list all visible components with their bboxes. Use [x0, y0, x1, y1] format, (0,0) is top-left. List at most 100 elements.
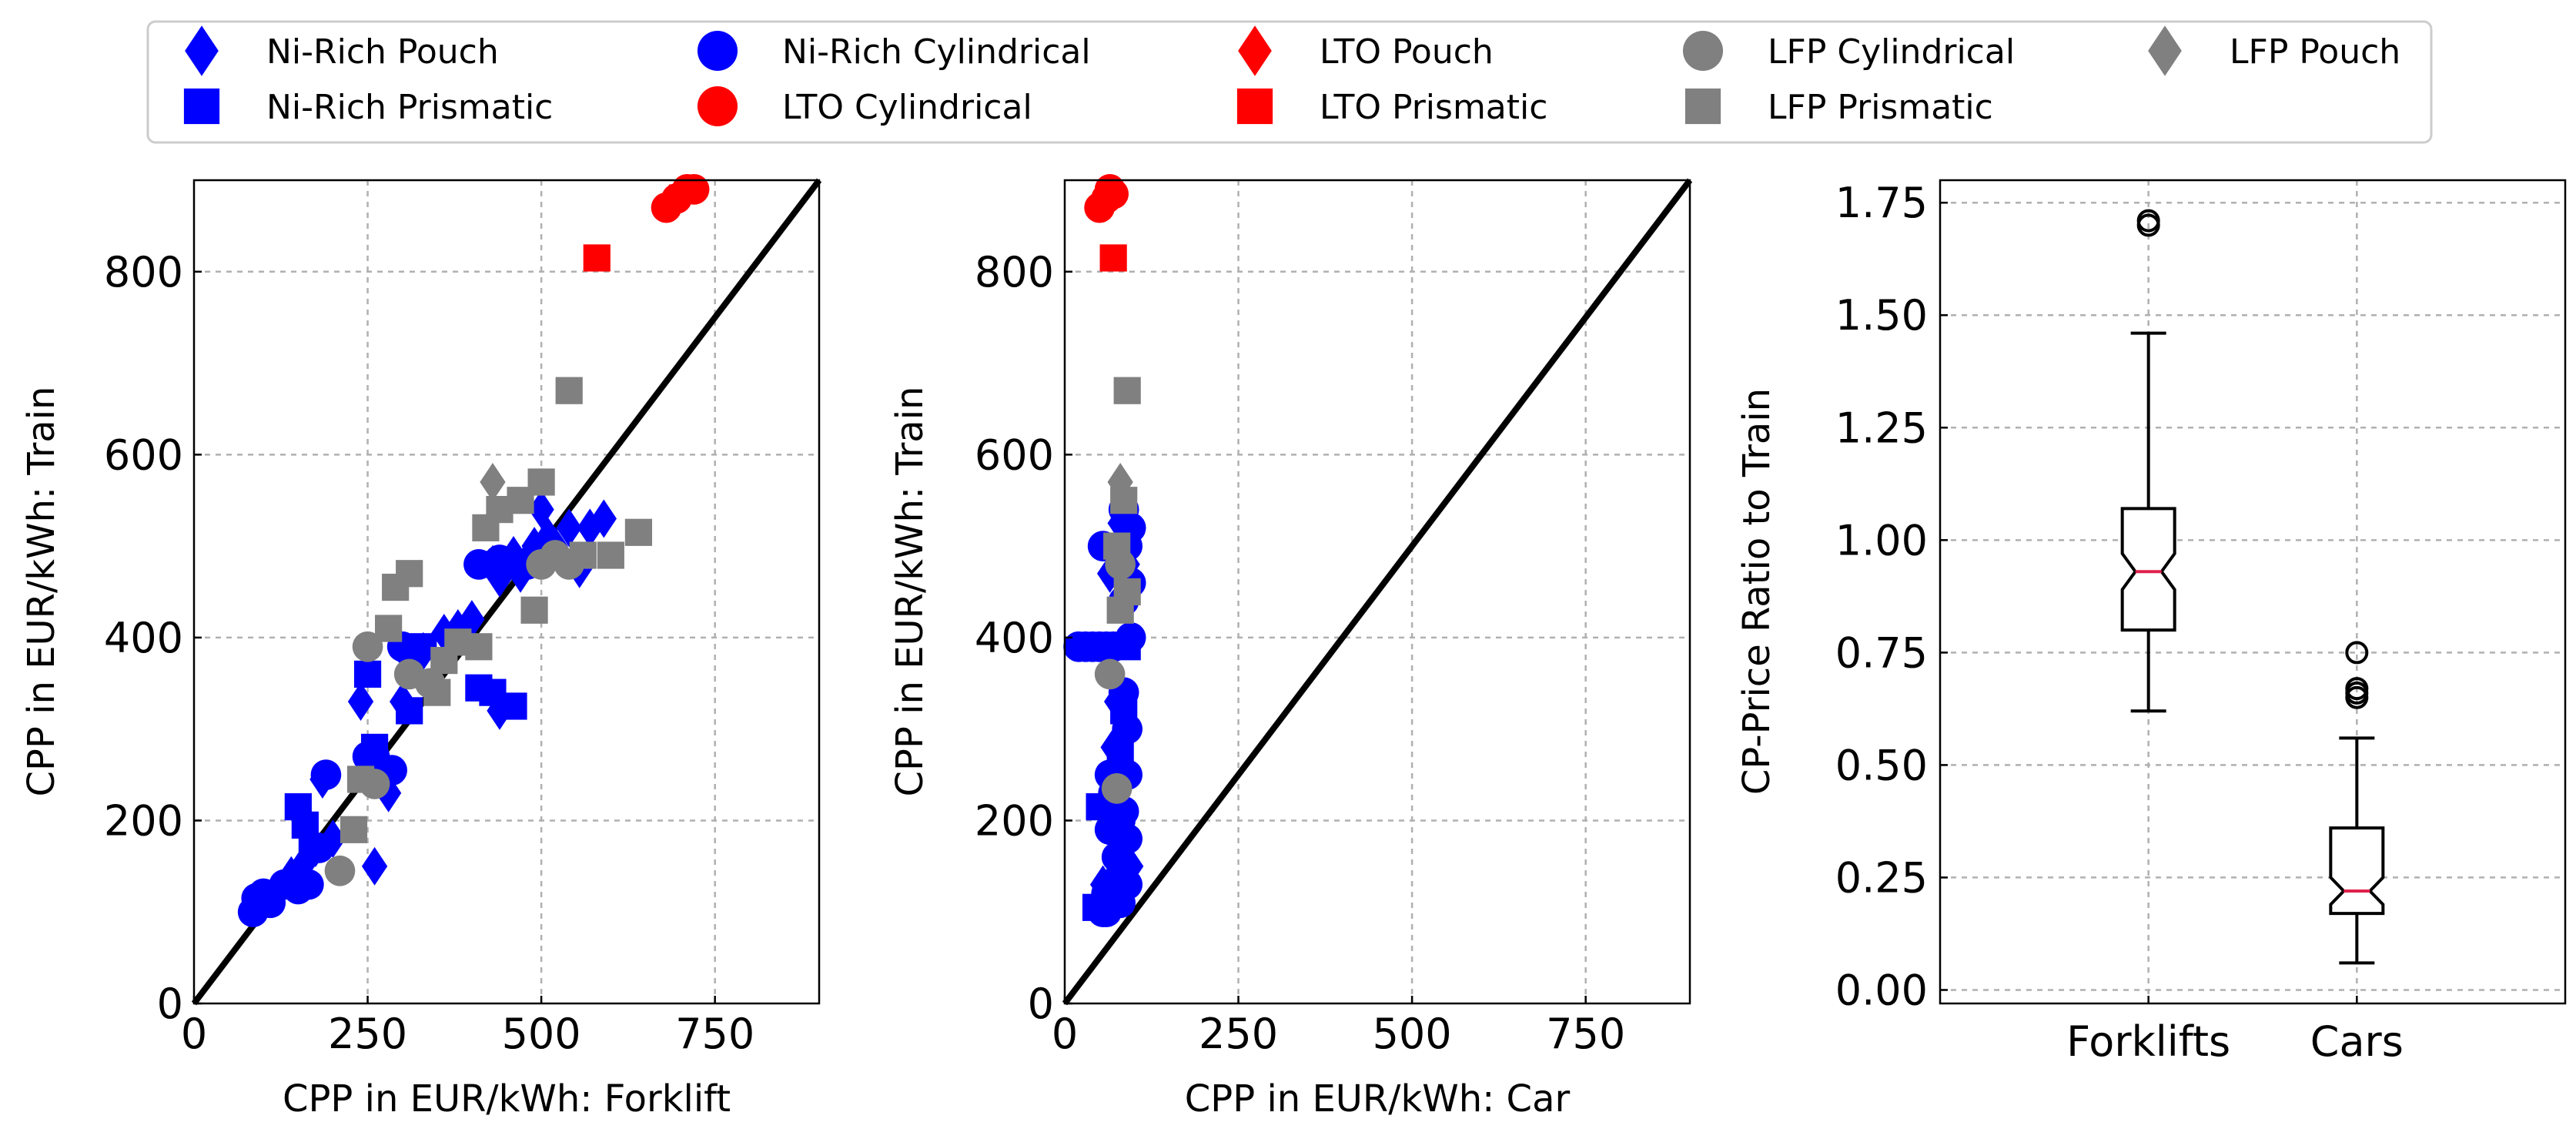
- data-point: [361, 846, 388, 886]
- y-tick-label: 400: [975, 614, 1054, 662]
- x-tick-label: 0: [181, 1010, 207, 1058]
- data-point: [423, 678, 451, 706]
- data-point: [569, 541, 597, 569]
- data-point: [1099, 244, 1127, 272]
- y-axis-label: CP-Price Ratio to Train: [1735, 388, 1778, 795]
- boxplot-forklifts: [2120, 209, 2176, 713]
- data-point: [657, 183, 683, 223]
- panel-car-vs-train: 0 250 500 750 0 200 400 600 800 CPP in EUR/kWh: …: [888, 174, 1693, 1121]
- y-tick-label: 1.50: [1835, 291, 1928, 340]
- data-point: [484, 544, 515, 575]
- y-tick-label: 400: [104, 614, 183, 662]
- data-point: [396, 560, 423, 588]
- y-tick-label: 0.00: [1835, 966, 1928, 1014]
- series-lto-pouch: [657, 183, 683, 223]
- legend-label: Ni-Rich Cylindrical: [782, 32, 1091, 72]
- plot-frame: [192, 179, 821, 1005]
- boxplot-cars: [2329, 641, 2385, 965]
- data-point: [480, 463, 506, 501]
- legend-item-lto-pouch: LTO Pouch: [1238, 25, 1494, 76]
- series-lfp-pouch: [1107, 463, 1133, 501]
- y-axis-label: CPP in EUR/kWh: Train: [20, 387, 63, 797]
- y-tick-label: 1.25: [1835, 404, 1928, 452]
- legend-label: Ni-Rich Pouch: [266, 32, 499, 72]
- data-point: [1113, 377, 1141, 404]
- y-tick-label: 1.00: [1835, 516, 1928, 564]
- legend-marker-circle-icon: [697, 30, 738, 72]
- data-point: [340, 816, 368, 843]
- legend-item-lto-prismatic: LTO Prismatic: [1236, 88, 1547, 127]
- data-point: [1091, 896, 1122, 928]
- legend-label: LTO Cylindrical: [782, 88, 1032, 127]
- legend-label: LTO Pouch: [1320, 32, 1494, 72]
- legend-marker-square-icon: [1236, 88, 1273, 125]
- data-point: [487, 691, 513, 730]
- data-point: [555, 377, 583, 404]
- plot-frame: [1939, 179, 2567, 1005]
- data-point: [353, 660, 382, 688]
- series-lto-prismatic: [1099, 244, 1127, 272]
- y-tick-label: 800: [975, 248, 1054, 296]
- panel-price-ratio-boxplot: 0.00 0.25 0.50 0.75 1.00 1.25 1.50 1.75 Forklift…: [1735, 179, 2567, 1066]
- x-tick-label: Forklifts: [2066, 1017, 2230, 1066]
- x-axis-label: CPP in EUR/kWh: Forklift: [283, 1077, 731, 1121]
- data-point: [1094, 658, 1126, 690]
- legend-item-ni-rich-prismatic: Ni-Rich Prismatic: [183, 88, 553, 127]
- data-point: [1115, 622, 1146, 653]
- x-tick-label: 750: [675, 1010, 754, 1058]
- legend-item-ni-rich-pouch: Ni-Rich Pouch: [185, 25, 499, 76]
- data-point: [528, 490, 554, 529]
- y-tick-label: 800: [104, 248, 183, 296]
- legend-item-lfp-pouch: LFP Pouch: [2148, 25, 2400, 76]
- series-lfp-pouch: [480, 463, 506, 501]
- y-tick-label: 1.75: [1835, 179, 1928, 227]
- notched-box: [2120, 507, 2176, 632]
- data-point: [624, 518, 653, 546]
- legend-marker-square-icon: [1684, 88, 1721, 125]
- legend-label: LFP Pouch: [2230, 32, 2400, 72]
- legend-marker-circle-icon: [697, 85, 738, 127]
- panel-forklift-vs-train: 0 250 500 750 0 200 400 600 800 CPP in EUR/kWh: …: [20, 174, 822, 1121]
- legend-marker-diamond-icon: [2148, 25, 2182, 76]
- data-point: [1107, 463, 1133, 501]
- x-tick-label: Cars: [2310, 1017, 2404, 1066]
- legend-item-ni-rich-cylindrical: Ni-Rich Cylindrical: [697, 30, 1091, 72]
- y-tick-label: 0.75: [1835, 628, 1928, 677]
- data-point: [487, 558, 513, 598]
- data-point: [1113, 578, 1141, 606]
- notched-box: [2329, 826, 2385, 916]
- data-point: [678, 174, 710, 205]
- series-lto-prismatic: [583, 244, 611, 272]
- y-tick-label: 0.25: [1835, 853, 1928, 902]
- data-point: [347, 682, 374, 721]
- legend-item-lfp-cylindrical: LFP Cylindrical: [1682, 30, 2015, 72]
- x-tick-label: 250: [1199, 1010, 1278, 1058]
- legend-item-lfp-prismatic: LFP Prismatic: [1684, 88, 1993, 127]
- data-point: [597, 541, 624, 569]
- plot-frame: [1063, 179, 1691, 1005]
- data-point: [1112, 713, 1143, 745]
- legend: Ni-Rich Pouch Ni-Rich Prismatic Ni-Rich Cy…: [146, 20, 2433, 144]
- legend-label: LFP Prismatic: [1768, 88, 1993, 127]
- data-point: [520, 596, 548, 624]
- y-tick-label: 0.50: [1835, 741, 1928, 789]
- outlier-point: [2136, 209, 2160, 233]
- outlier-point: [2345, 641, 2369, 665]
- y-tick-label: 600: [975, 430, 1054, 479]
- data-point: [303, 832, 335, 863]
- data-point: [396, 697, 423, 725]
- y-tick-label: 200: [975, 796, 1054, 845]
- identity-reference-line: [1062, 178, 1693, 1006]
- series-lto-cylindrical: [651, 174, 710, 223]
- data-point: [375, 615, 403, 642]
- data-point: [556, 508, 582, 548]
- y-tick-label: 0: [1028, 980, 1054, 1028]
- legend-label: Ni-Rich Prismatic: [266, 88, 553, 127]
- x-tick-label: 500: [502, 1010, 581, 1058]
- y-tick-label: 600: [104, 430, 183, 479]
- data-point: [375, 773, 402, 812]
- data-point: [527, 468, 555, 496]
- x-tick-label: 750: [1546, 1010, 1625, 1058]
- legend-label: LFP Cylindrical: [1768, 32, 2015, 72]
- data-point: [293, 869, 324, 900]
